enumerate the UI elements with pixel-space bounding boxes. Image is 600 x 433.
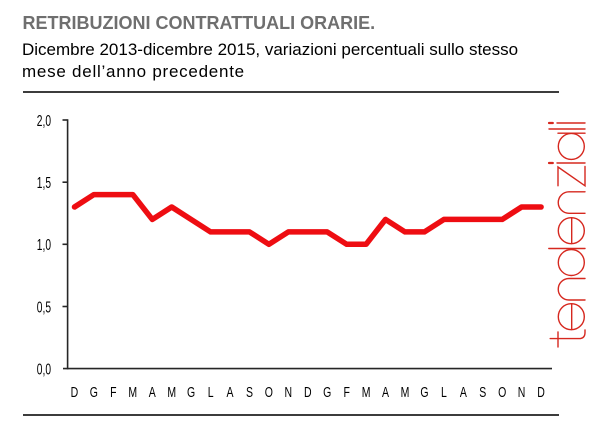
svg-text:M: M <box>167 383 176 400</box>
svg-text:D: D <box>71 383 79 400</box>
svg-text:O: O <box>265 383 273 400</box>
svg-text:S: S <box>246 383 253 400</box>
svg-text:S: S <box>479 383 486 400</box>
svg-text:G: G <box>323 383 331 400</box>
svg-text:L: L <box>441 383 447 400</box>
svg-text:1,0: 1,0 <box>37 236 51 254</box>
svg-text:2,0: 2,0 <box>37 112 51 130</box>
svg-text:N: N <box>518 383 526 400</box>
svg-text:F: F <box>110 383 116 400</box>
svg-text:G: G <box>420 383 428 400</box>
svg-text:N: N <box>285 383 293 400</box>
svg-text:O: O <box>498 383 506 400</box>
svg-text:D: D <box>304 383 312 400</box>
svg-text:A: A <box>460 383 467 400</box>
svg-text:M: M <box>401 383 410 400</box>
svg-text:D: D <box>537 383 545 400</box>
svg-text:F: F <box>344 383 350 400</box>
svg-text:0,0: 0,0 <box>37 360 51 378</box>
svg-text:M: M <box>128 383 137 400</box>
svg-text:1,5: 1,5 <box>37 174 51 192</box>
svg-text:G: G <box>90 383 98 400</box>
svg-text:A: A <box>227 383 234 400</box>
svg-text:A: A <box>382 383 389 400</box>
svg-text:G: G <box>187 383 195 400</box>
svg-text:M: M <box>362 383 371 400</box>
svg-text:A: A <box>149 383 156 400</box>
svg-text:0,5: 0,5 <box>37 298 51 316</box>
svg-text:L: L <box>208 383 214 400</box>
